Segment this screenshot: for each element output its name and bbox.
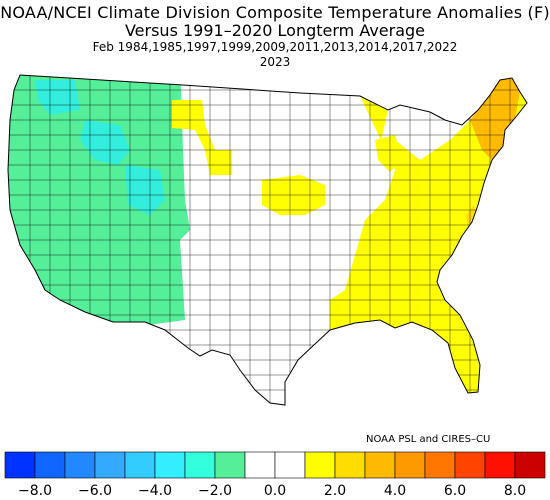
legend-tick-label: 4.0: [383, 483, 407, 499]
credit-label: NOAA PSL and CIRES–CU: [366, 434, 491, 445]
legend-swatch: [124, 451, 156, 479]
legend-swatch: [424, 451, 456, 479]
legend-swatch: [304, 451, 336, 479]
idaho-cyan-region: [80, 120, 130, 165]
legend-tick-label: 0.0: [263, 483, 287, 499]
legend-swatch: [154, 451, 186, 479]
legend-swatch: [364, 451, 396, 479]
legend-tick-label: 8.0: [503, 483, 527, 499]
legend-swatch: [484, 451, 516, 479]
legend-tick-label: −8.0: [18, 483, 52, 499]
east-yellow-region: [330, 78, 527, 400]
legend-swatch: [454, 451, 486, 479]
michigan-yellow-region: [375, 135, 402, 172]
legend-swatch: [514, 451, 546, 479]
new-england-orange-region: [470, 78, 520, 160]
legend-swatch: [274, 451, 306, 479]
legend-swatch: [394, 451, 426, 479]
composite-years-continued: 2023: [259, 55, 291, 69]
map-title: NOAA/NCEI Climate Division Composite Tem…: [0, 3, 550, 22]
legend-swatch: [214, 451, 246, 479]
legend-swatch: [94, 451, 126, 479]
legend-swatch: [4, 451, 36, 479]
legend-tick-label: 2.0: [323, 483, 347, 499]
legend-swatch: [64, 451, 96, 479]
northern-plains-yellow-region: [172, 100, 232, 175]
legend-swatch: [34, 451, 66, 479]
composite-years: Feb 1984,1985,1997,1999,2009,2011,2013,2…: [92, 40, 458, 54]
legend-tick-label: −2.0: [198, 483, 232, 499]
map-subtitle: Versus 1991–2020 Longterm Average: [124, 21, 426, 40]
legend-swatch: [184, 451, 216, 479]
utah-cyan-region: [125, 165, 165, 215]
legend-tick-label: 6.0: [443, 483, 467, 499]
legend-swatch: [244, 451, 276, 479]
washington-cyan-region: [35, 80, 80, 115]
legend-tick-label: −6.0: [78, 483, 112, 499]
legend-swatch: [334, 451, 366, 479]
legend-tick-label: −4.0: [138, 483, 172, 499]
